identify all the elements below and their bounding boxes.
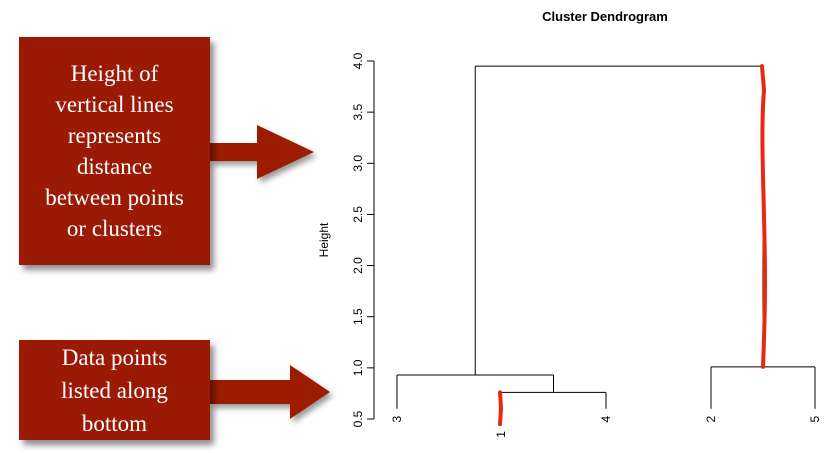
y-tick-label: 2.0: [351, 257, 365, 274]
callout-line: Height of: [70, 61, 159, 86]
callout-line: listed along: [61, 377, 168, 403]
leaf-label: 4: [599, 415, 613, 422]
highlight-stroke: [498, 390, 504, 427]
y-tick-label: 1.5: [351, 308, 365, 325]
callout-line: or clusters: [66, 216, 163, 241]
callout-data-points-explanation: Data points listed along bottom: [19, 340, 210, 440]
callout-line: vertical lines: [55, 92, 174, 117]
leaf-label: 3: [390, 415, 404, 422]
y-tick-label: 2.5: [351, 206, 365, 223]
right-arrow-icon: [210, 365, 330, 419]
callout-line: bottom: [81, 410, 148, 436]
y-tick-label: 4.0: [351, 52, 365, 69]
y-tick-label: 0.5: [351, 410, 365, 427]
callout-line: distance: [76, 154, 153, 179]
leaf-label: 1: [494, 431, 508, 438]
y-axis-label: Height: [317, 222, 331, 257]
highlight-stroke: [760, 64, 767, 369]
y-tick-label: 1.0: [351, 359, 365, 376]
chart-title: Cluster Dendrogram: [542, 9, 668, 24]
right-arrow-icon: [210, 125, 314, 179]
y-tick-label: 3.0: [351, 155, 365, 172]
leaf-label: 5: [808, 415, 822, 422]
leaf-label: 2: [704, 415, 718, 422]
y-tick-label: 3.5: [351, 103, 365, 120]
callout-line: between points: [45, 185, 184, 210]
callout-line: Data points: [61, 344, 168, 370]
callout-line: represents: [67, 123, 162, 148]
callout-height-explanation: Height of vertical lines represents dist…: [19, 37, 210, 265]
